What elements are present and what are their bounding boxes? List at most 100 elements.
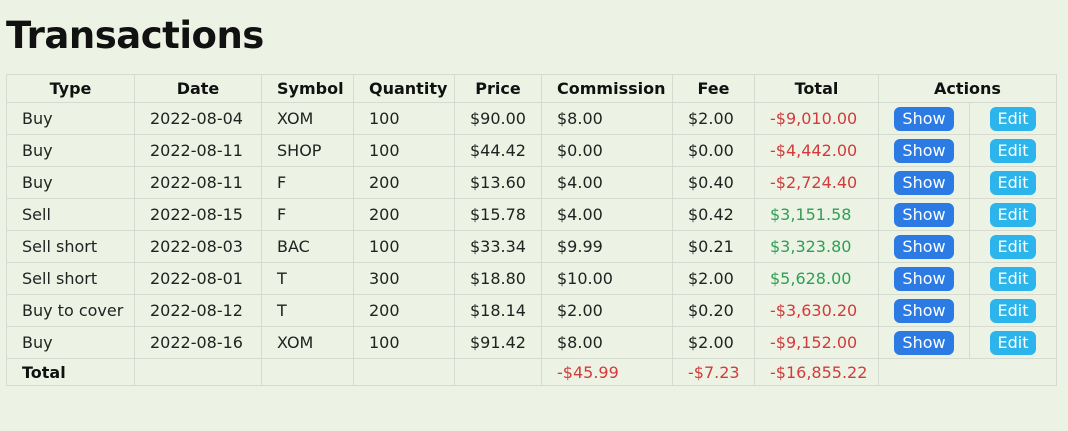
cell-date: 2022-08-04 (134, 102, 262, 135)
total-label: Total (6, 358, 135, 386)
edit-cell: Edit (969, 102, 1057, 135)
edit-button[interactable]: Edit (989, 234, 1037, 259)
show-cell: Show (878, 166, 970, 199)
cell-type: Buy (6, 134, 135, 167)
cell-date: 2022-08-15 (134, 198, 262, 231)
column-header-price: Price (454, 74, 542, 103)
show-button[interactable]: Show (894, 202, 954, 227)
cell-total: -$3,630.20 (754, 294, 879, 327)
cell-commission: $8.00 (541, 326, 673, 359)
cell-price: $44.42 (454, 134, 542, 167)
cell-quantity: 100 (353, 102, 455, 135)
show-cell: Show (878, 230, 970, 263)
transactions-table: Type Date Symbol Quantity Price Commissi… (6, 74, 1057, 386)
cell-type: Sell short (6, 230, 135, 263)
show-button[interactable]: Show (894, 266, 954, 291)
cell-fee: $0.20 (672, 294, 755, 327)
column-header-commission: Commission (541, 74, 673, 103)
column-header-total: Total (754, 74, 879, 103)
column-header-date: Date (134, 74, 262, 103)
cell-type: Sell short (6, 262, 135, 295)
cell-fee: $0.00 (672, 134, 755, 167)
cell-date: 2022-08-01 (134, 262, 262, 295)
cell-total: -$9,152.00 (754, 326, 879, 359)
table-row: Buy 2022-08-16 XOM 100 $91.42 $8.00 $2.0… (6, 326, 1057, 359)
cell-total: -$9,010.00 (754, 102, 879, 135)
edit-button[interactable]: Edit (989, 170, 1037, 195)
cell-fee: $0.21 (672, 230, 755, 263)
table-row: Sell short 2022-08-01 T 300 $18.80 $10.0… (6, 262, 1057, 295)
page: Transactions Type Date Symbol Quantity P… (6, 14, 1057, 386)
cell-fee: $2.00 (672, 102, 755, 135)
cell-quantity: 200 (353, 294, 455, 327)
edit-button[interactable]: Edit (989, 106, 1037, 131)
cell-price: $18.80 (454, 262, 542, 295)
edit-cell: Edit (969, 326, 1057, 359)
cell-commission: $9.99 (541, 230, 673, 263)
cell-commission: $10.00 (541, 262, 673, 295)
show-button[interactable]: Show (894, 330, 954, 355)
column-header-quantity: Quantity (353, 74, 455, 103)
cell-commission: $2.00 (541, 294, 673, 327)
table-header-row: Type Date Symbol Quantity Price Commissi… (6, 74, 1057, 103)
edit-button[interactable]: Edit (989, 266, 1037, 291)
edit-button[interactable]: Edit (989, 202, 1037, 227)
cell-symbol: T (261, 294, 354, 327)
cell-symbol: T (261, 262, 354, 295)
table-row: Buy 2022-08-11 F 200 $13.60 $4.00 $0.40 … (6, 166, 1057, 199)
edit-button[interactable]: Edit (989, 138, 1037, 163)
edit-cell: Edit (969, 166, 1057, 199)
edit-cell: Edit (969, 134, 1057, 167)
show-cell: Show (878, 326, 970, 359)
cell-commission: $4.00 (541, 166, 673, 199)
cell-type: Buy (6, 326, 135, 359)
edit-button[interactable]: Edit (989, 330, 1037, 355)
empty-cell (134, 358, 262, 386)
edit-cell: Edit (969, 262, 1057, 295)
empty-cell (878, 358, 1057, 386)
cell-type: Buy (6, 102, 135, 135)
show-cell: Show (878, 262, 970, 295)
show-button[interactable]: Show (894, 106, 954, 131)
cell-date: 2022-08-03 (134, 230, 262, 263)
table-row: Sell short 2022-08-03 BAC 100 $33.34 $9.… (6, 230, 1057, 263)
show-cell: Show (878, 198, 970, 231)
cell-symbol: F (261, 198, 354, 231)
grand-total: -$16,855.22 (754, 358, 879, 386)
show-cell: Show (878, 134, 970, 167)
cell-commission: $4.00 (541, 198, 673, 231)
cell-symbol: XOM (261, 326, 354, 359)
page-title: Transactions (6, 14, 264, 57)
cell-quantity: 200 (353, 198, 455, 231)
edit-button[interactable]: Edit (989, 298, 1037, 323)
cell-price: $91.42 (454, 326, 542, 359)
cell-total: $5,628.00 (754, 262, 879, 295)
show-button[interactable]: Show (894, 298, 954, 323)
show-button[interactable]: Show (894, 234, 954, 259)
show-button[interactable]: Show (894, 138, 954, 163)
cell-total: $3,151.58 (754, 198, 879, 231)
cell-date: 2022-08-16 (134, 326, 262, 359)
cell-date: 2022-08-11 (134, 166, 262, 199)
total-commission: -$45.99 (541, 358, 673, 386)
cell-date: 2022-08-12 (134, 294, 262, 327)
cell-symbol: SHOP (261, 134, 354, 167)
cell-price: $13.60 (454, 166, 542, 199)
cell-commission: $8.00 (541, 102, 673, 135)
cell-quantity: 300 (353, 262, 455, 295)
cell-fee: $2.00 (672, 326, 755, 359)
cell-type: Buy to cover (6, 294, 135, 327)
cell-price: $18.14 (454, 294, 542, 327)
show-cell: Show (878, 102, 970, 135)
cell-quantity: 100 (353, 230, 455, 263)
column-header-actions: Actions (878, 74, 1057, 103)
table-row: Sell 2022-08-15 F 200 $15.78 $4.00 $0.42… (6, 198, 1057, 231)
edit-cell: Edit (969, 230, 1057, 263)
cell-symbol: BAC (261, 230, 354, 263)
cell-price: $33.34 (454, 230, 542, 263)
show-button[interactable]: Show (894, 170, 954, 195)
cell-fee: $0.42 (672, 198, 755, 231)
empty-cell (454, 358, 542, 386)
cell-quantity: 100 (353, 134, 455, 167)
cell-total: -$4,442.00 (754, 134, 879, 167)
